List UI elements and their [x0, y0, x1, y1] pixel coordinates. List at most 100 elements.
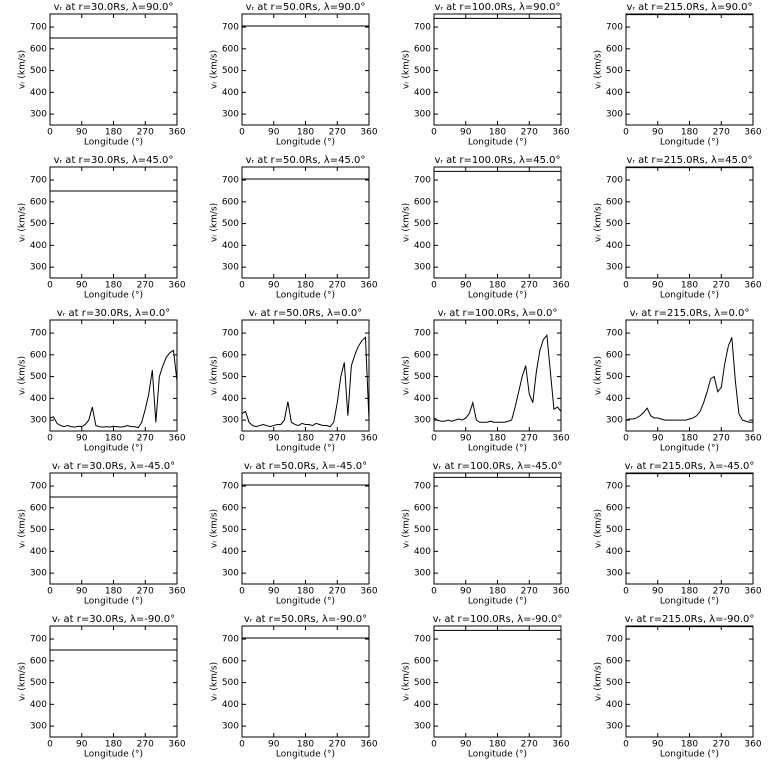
y-tick-label: 300 — [30, 569, 47, 579]
y-tick-label: 300 — [414, 722, 431, 732]
y-tick-label: 300 — [606, 569, 623, 579]
panel: vᵣ at r=215.0Rs, λ=-90.0° 0 90 180 270 360 300… — [594, 614, 762, 760]
y-tick-label: 400 — [222, 700, 239, 710]
y-axis-label: vᵣ (km/s) — [210, 203, 220, 242]
y-tick-label: 500 — [606, 525, 623, 535]
y-tick-label: 500 — [222, 525, 239, 535]
x-tick-label: 0 — [623, 740, 629, 750]
x-tick-label: 360 — [360, 281, 377, 291]
y-tick-label: 600 — [606, 197, 623, 207]
x-tick-label: 90 — [460, 128, 472, 138]
chart-title: vᵣ at r=50.0Rs, λ=45.0° — [246, 155, 366, 166]
x-axis-label: Longitude (°) — [84, 750, 143, 760]
y-tick-label: 700 — [222, 329, 239, 339]
y-axis-label: vᵣ (km/s) — [18, 356, 28, 395]
y-axis-label: vᵣ (km/s) — [18, 203, 28, 242]
x-tick-label: 360 — [168, 281, 185, 291]
chart-title: vᵣ at r=30.0Rs, λ=90.0° — [54, 2, 174, 13]
x-axis-label: Longitude (°) — [276, 597, 335, 607]
y-tick-label: 600 — [30, 197, 47, 207]
x-tick-label: 0 — [431, 587, 437, 597]
x-tick-label: 90 — [652, 587, 664, 597]
x-tick-label: 270 — [329, 281, 346, 291]
x-tick-label: 360 — [744, 434, 761, 444]
x-axis-label: Longitude (°) — [276, 291, 335, 301]
y-tick-label: 300 — [606, 722, 623, 732]
x-tick-label: 270 — [137, 587, 154, 597]
x-axis-label: Longitude (°) — [276, 750, 335, 760]
panel: vᵣ at r=50.0Rs, λ=-45.0° 0 90 180 270 360 300 4… — [210, 461, 378, 607]
x-tick-label: 270 — [521, 128, 538, 138]
y-tick-label: 700 — [414, 482, 431, 492]
chart-title: vᵣ at r=30.0Rs, λ=0.0° — [57, 308, 170, 319]
chart-title: vᵣ at r=100.0Rs, λ=90.0° — [434, 2, 560, 13]
y-axis-label: vᵣ (km/s) — [18, 662, 28, 701]
y-tick-label: 300 — [606, 416, 623, 426]
chart-title: vᵣ at r=50.0Rs, λ=90.0° — [246, 2, 366, 13]
x-tick-label: 360 — [360, 128, 377, 138]
x-tick-label: 90 — [652, 281, 664, 291]
x-tick-label: 0 — [47, 128, 53, 138]
x-tick-label: 180 — [297, 128, 314, 138]
x-tick-label: 270 — [521, 740, 538, 750]
x-tick-label: 0 — [239, 281, 245, 291]
y-tick-label: 700 — [30, 482, 47, 492]
y-tick-label: 400 — [606, 700, 623, 710]
panel: vᵣ at r=50.0Rs, λ=45.0° 0 90 180 270 360 300 40… — [210, 155, 378, 301]
x-axis-label: Longitude (°) — [84, 291, 143, 301]
x-axis-label: Longitude (°) — [468, 750, 527, 760]
y-axis-label: vᵣ (km/s) — [210, 509, 220, 548]
x-tick-label: 180 — [105, 128, 122, 138]
x-tick-label: 180 — [105, 587, 122, 597]
x-axis-label: Longitude (°) — [276, 138, 335, 148]
x-tick-label: 270 — [329, 434, 346, 444]
x-axis-label: Longitude (°) — [468, 291, 527, 301]
x-tick-label: 180 — [681, 434, 698, 444]
panel: vᵣ at r=30.0Rs, λ=-45.0° 0 90 180 270 360 300 4… — [18, 461, 186, 607]
y-tick-label: 300 — [222, 569, 239, 579]
panel: vᵣ at r=30.0Rs, λ=45.0° 0 90 180 270 360 300 40… — [18, 155, 186, 301]
y-tick-label: 300 — [606, 110, 623, 120]
y-tick-label: 300 — [414, 569, 431, 579]
x-tick-label: 270 — [521, 281, 538, 291]
y-tick-label: 700 — [30, 329, 47, 339]
x-tick-label: 180 — [681, 128, 698, 138]
y-axis-label: vᵣ (km/s) — [18, 509, 28, 548]
y-tick-label: 600 — [414, 44, 431, 54]
x-tick-label: 180 — [681, 740, 698, 750]
y-tick-label: 300 — [414, 263, 431, 273]
x-tick-label: 360 — [360, 587, 377, 597]
y-tick-label: 500 — [414, 219, 431, 229]
x-tick-label: 270 — [713, 740, 730, 750]
x-tick-label: 180 — [681, 281, 698, 291]
y-tick-label: 600 — [222, 197, 239, 207]
x-tick-label: 0 — [623, 434, 629, 444]
x-tick-label: 90 — [268, 434, 280, 444]
x-tick-label: 360 — [552, 587, 569, 597]
x-tick-label: 0 — [431, 740, 437, 750]
x-axis-label: Longitude (°) — [660, 750, 719, 760]
x-tick-label: 360 — [552, 740, 569, 750]
x-axis-label: Longitude (°) — [276, 444, 335, 454]
y-tick-label: 600 — [222, 350, 239, 360]
x-tick-label: 90 — [652, 434, 664, 444]
x-tick-label: 360 — [168, 587, 185, 597]
y-tick-label: 400 — [606, 547, 623, 557]
x-tick-label: 0 — [431, 281, 437, 291]
y-tick-label: 500 — [222, 372, 239, 382]
y-tick-label: 600 — [222, 503, 239, 513]
x-axis-label: Longitude (°) — [84, 138, 143, 148]
y-tick-label: 500 — [222, 219, 239, 229]
x-tick-label: 0 — [431, 128, 437, 138]
x-tick-label: 270 — [713, 281, 730, 291]
x-tick-label: 360 — [744, 740, 761, 750]
y-axis-label: vᵣ (km/s) — [594, 356, 604, 395]
y-tick-label: 600 — [606, 656, 623, 666]
panel: vᵣ at r=30.0Rs, λ=90.0° 0 90 180 270 360 300 40… — [18, 2, 186, 148]
panel: vᵣ at r=215.0Rs, λ=0.0° 0 90 180 270 360 300 40… — [594, 308, 762, 454]
y-tick-label: 500 — [606, 219, 623, 229]
y-tick-label: 400 — [414, 700, 431, 710]
x-tick-label: 180 — [105, 434, 122, 444]
x-tick-label: 90 — [76, 740, 88, 750]
